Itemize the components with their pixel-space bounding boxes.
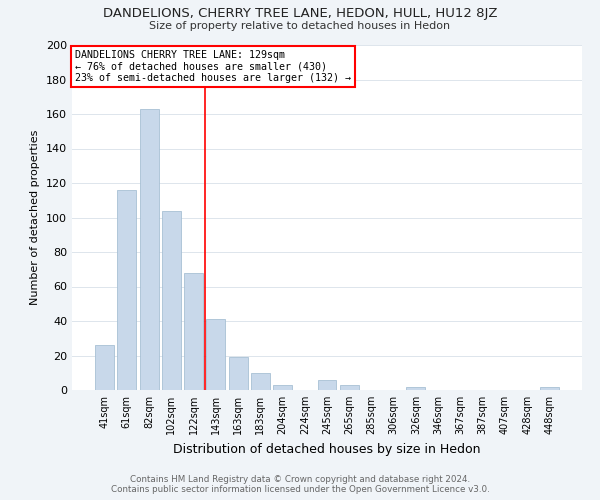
Bar [340, 385, 359, 390]
Text: DANDELIONS, CHERRY TREE LANE, HEDON, HULL, HU12 8JZ: DANDELIONS, CHERRY TREE LANE, HEDON, HUL… [103, 8, 497, 20]
Bar [406, 386, 425, 390]
Text: Size of property relative to detached houses in Hedon: Size of property relative to detached ho… [149, 21, 451, 31]
Bar [95, 345, 114, 390]
Bar [251, 373, 270, 390]
Bar [540, 386, 559, 390]
Bar [317, 380, 337, 390]
Text: DANDELIONS CHERRY TREE LANE: 129sqm
← 76% of detached houses are smaller (430)
2: DANDELIONS CHERRY TREE LANE: 129sqm ← 76… [74, 50, 350, 84]
Y-axis label: Number of detached properties: Number of detached properties [31, 130, 40, 305]
Text: Contains HM Land Registry data © Crown copyright and database right 2024.
Contai: Contains HM Land Registry data © Crown c… [110, 474, 490, 494]
X-axis label: Distribution of detached houses by size in Hedon: Distribution of detached houses by size … [173, 442, 481, 456]
Bar [184, 272, 203, 390]
Bar [140, 109, 158, 390]
Bar [229, 357, 248, 390]
Bar [162, 210, 181, 390]
Bar [273, 385, 292, 390]
Bar [118, 190, 136, 390]
Bar [206, 320, 225, 390]
